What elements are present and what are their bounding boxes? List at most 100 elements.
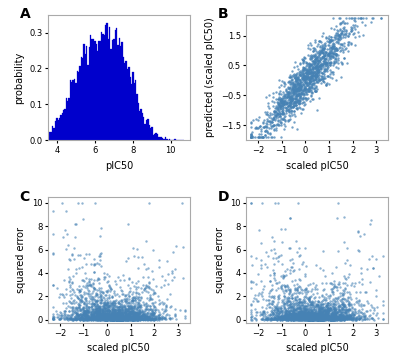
Point bbox=[294, 294, 300, 299]
Point bbox=[339, 45, 346, 51]
Point bbox=[125, 308, 131, 314]
Point bbox=[287, 311, 293, 317]
Point bbox=[258, 200, 265, 206]
Point bbox=[94, 311, 101, 317]
Point bbox=[335, 317, 341, 322]
Point bbox=[308, 314, 314, 319]
Point bbox=[275, 308, 281, 314]
Point bbox=[292, 311, 299, 317]
Point bbox=[315, 302, 321, 308]
Point bbox=[300, 305, 306, 310]
Point bbox=[118, 311, 125, 317]
Point bbox=[340, 312, 346, 318]
Point bbox=[82, 270, 88, 276]
Point bbox=[305, 82, 311, 88]
Point bbox=[126, 314, 132, 319]
Point bbox=[64, 317, 70, 322]
Point bbox=[296, 295, 302, 301]
Point bbox=[105, 311, 111, 317]
Point bbox=[101, 317, 107, 322]
Point bbox=[262, 249, 269, 255]
Point bbox=[326, 33, 332, 38]
Point bbox=[310, 312, 316, 318]
Point bbox=[298, 69, 305, 74]
Point bbox=[144, 303, 150, 309]
Point bbox=[296, 310, 302, 315]
Point bbox=[293, 317, 300, 322]
Point bbox=[106, 315, 112, 321]
Point bbox=[293, 96, 300, 102]
Point bbox=[101, 314, 108, 319]
Point bbox=[278, 315, 284, 321]
Point bbox=[321, 308, 328, 314]
Point bbox=[88, 276, 94, 282]
Point bbox=[145, 265, 151, 270]
Point bbox=[316, 311, 322, 317]
Point bbox=[306, 85, 312, 91]
Point bbox=[284, 282, 290, 288]
Point bbox=[323, 315, 329, 321]
Point bbox=[310, 60, 316, 66]
Point bbox=[106, 313, 112, 319]
Point bbox=[329, 289, 336, 294]
Point bbox=[106, 273, 112, 279]
Point bbox=[292, 99, 299, 105]
Bar bbox=[155, 133, 157, 140]
Point bbox=[129, 309, 135, 315]
Point bbox=[274, 313, 280, 319]
Point bbox=[248, 280, 254, 285]
Point bbox=[86, 301, 92, 306]
Point bbox=[314, 64, 320, 69]
Point bbox=[298, 317, 305, 322]
Point bbox=[270, 316, 277, 322]
Point bbox=[318, 40, 324, 45]
Point bbox=[101, 305, 108, 311]
Point bbox=[119, 315, 126, 321]
Point bbox=[312, 37, 318, 42]
Point bbox=[287, 94, 293, 100]
Point bbox=[130, 313, 136, 319]
Point bbox=[180, 244, 186, 250]
Point bbox=[289, 304, 295, 310]
Point bbox=[127, 312, 133, 318]
Point bbox=[106, 308, 113, 314]
Point bbox=[314, 316, 321, 322]
Point bbox=[298, 76, 305, 81]
Point bbox=[292, 311, 299, 317]
Point bbox=[299, 87, 306, 93]
Point bbox=[306, 317, 312, 322]
Point bbox=[103, 317, 109, 322]
Point bbox=[132, 297, 138, 303]
Point bbox=[110, 316, 116, 322]
Point bbox=[349, 310, 356, 316]
Point bbox=[124, 291, 131, 297]
Point bbox=[302, 303, 308, 309]
Point bbox=[297, 313, 304, 319]
Point bbox=[325, 300, 332, 306]
Point bbox=[272, 317, 279, 322]
Point bbox=[292, 93, 298, 98]
Point bbox=[329, 315, 335, 321]
Point bbox=[117, 313, 123, 318]
Point bbox=[330, 316, 336, 322]
Point bbox=[158, 316, 164, 322]
Point bbox=[279, 108, 286, 114]
Point bbox=[99, 317, 105, 322]
Point bbox=[103, 316, 109, 322]
Point bbox=[105, 311, 112, 317]
Point bbox=[302, 79, 308, 85]
Point bbox=[329, 315, 335, 321]
Point bbox=[302, 311, 308, 317]
Point bbox=[96, 316, 102, 322]
Point bbox=[149, 315, 155, 321]
Point bbox=[98, 289, 105, 294]
Point bbox=[102, 313, 108, 319]
Point bbox=[301, 92, 308, 98]
Point bbox=[150, 276, 157, 282]
Point bbox=[264, 118, 271, 124]
Point bbox=[96, 307, 103, 313]
Point bbox=[103, 316, 109, 322]
Point bbox=[282, 311, 289, 317]
Point bbox=[284, 314, 290, 320]
Point bbox=[178, 200, 185, 206]
